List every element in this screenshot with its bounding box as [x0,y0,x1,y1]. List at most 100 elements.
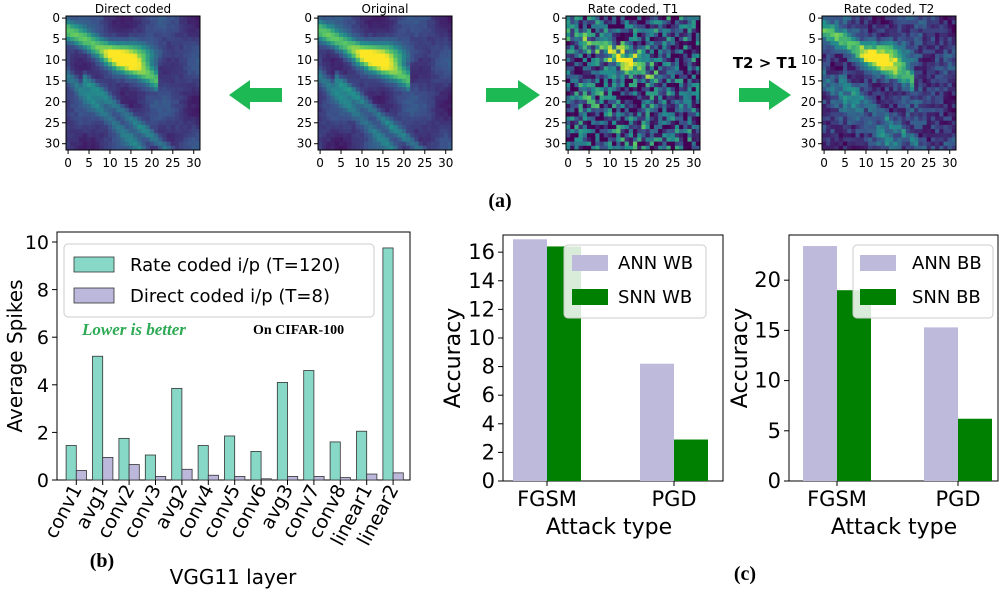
heatmap-cell [695,32,701,38]
heatmap-cell [834,16,840,21]
heatmap-cell [401,32,407,38]
legend: Rate coded i/p (T=120) Direct coded i/p … [63,243,375,318]
y-tick-label: 15 [297,74,312,88]
heatmap-cell [410,99,415,105]
heatmap-cell [830,116,835,122]
heatmap-cell [872,41,877,46]
heatmap-cell [679,49,684,55]
heatmap-cell [347,112,352,117]
heatmap-cell [149,87,155,92]
heatmap-cell [380,74,386,80]
heatmap-cell [624,141,630,147]
heatmap-cell [826,103,831,109]
heatmap-cell [170,83,176,88]
heatmap-cell [385,49,390,55]
heatmap-cell [149,108,155,113]
heatmap-cell [826,53,831,59]
heatmap-cell [574,141,579,147]
heatmap-cell [103,133,109,138]
heatmap-cell [612,137,617,142]
heatmap-cell [922,70,928,75]
heatmap-cell [153,120,159,126]
heatmap-cell [599,91,605,96]
heatmap-cell [187,124,192,130]
heatmap-cell [330,87,336,92]
heatmap-cell [893,103,898,109]
heatmap-cell [355,108,361,113]
heatmap-cell [683,74,688,80]
heatmap-cell [570,108,575,113]
heatmap-cell [431,99,436,105]
heatmap-cell [187,78,192,84]
heatmap-cell [893,41,898,46]
heatmap-cell [343,45,348,50]
heatmap-cell [826,137,831,142]
heatmap-cell [822,32,827,38]
heatmap-cell [582,145,588,151]
heatmap-cell [422,36,428,42]
heatmap-cell [591,95,596,101]
heatmap-cell [914,74,919,80]
heatmap-cell [170,28,176,34]
heatmap-cell [951,36,957,42]
heatmap-cell [880,45,886,50]
heatmap-cell [830,141,835,147]
heatmap-cell [683,120,688,126]
heatmap-cell [174,91,180,96]
heatmap-cell [145,53,151,59]
heatmap-cell [338,137,344,142]
heatmap-frame [565,15,701,151]
heatmap-cell [439,36,444,42]
heatmap-cell [405,53,411,59]
heatmap-cell [842,120,848,126]
heatmap-cell [141,45,146,50]
heatmap-cell [951,95,957,101]
heatmap-cell [431,87,436,92]
heatmap-cell [868,83,873,88]
heatmap-cell [166,66,172,71]
heatmap-cell [893,57,898,63]
heatmap-cell [628,83,634,88]
heatmap-cell [330,112,336,117]
heatmap-cell [99,133,105,138]
heatmap-cell [66,141,71,147]
heatmap-cell [905,108,911,113]
heatmap-cell [124,24,130,29]
heatmap-cell [926,116,932,122]
heatmap-cell [914,124,919,130]
heatmap-cell [649,99,655,105]
heatmap-cell [624,120,630,126]
heatmap-cell [359,49,365,55]
heatmap-cell [405,108,411,113]
heatmap-cell [334,24,340,29]
heatmap-cell [826,129,831,134]
heatmap-cell [418,116,424,122]
heatmap-cell [822,45,827,50]
heatmap-cell [872,70,877,75]
heatmap-cell [830,129,835,134]
heatmap-cell [645,74,651,80]
heatmap-cell [330,41,336,46]
heatmap-cell [368,83,373,88]
heatmap-cell [666,99,672,105]
heatmap-cell [351,108,357,113]
heatmap-cell [372,95,377,101]
heatmap-cell [380,87,386,92]
heatmap-cell [616,145,621,151]
heatmap-cell [338,78,344,84]
heatmap-cell [418,49,424,55]
heatmap-cell [128,41,134,46]
heatmap-cell [355,62,361,67]
heatmap-cell [359,62,365,67]
heatmap-cell [149,129,155,134]
heatmap-cell [666,62,672,67]
heatmap-cell [153,91,159,96]
heatmap-cell [914,108,919,113]
heatmap-cell [179,62,184,67]
heatmap-cell [95,16,100,21]
heatmap-cell [355,41,361,46]
y-tick-label: 30 [45,137,60,151]
heatmap-cell [670,129,676,134]
heatmap-cell [338,49,344,55]
heatmap-cell [591,57,596,63]
